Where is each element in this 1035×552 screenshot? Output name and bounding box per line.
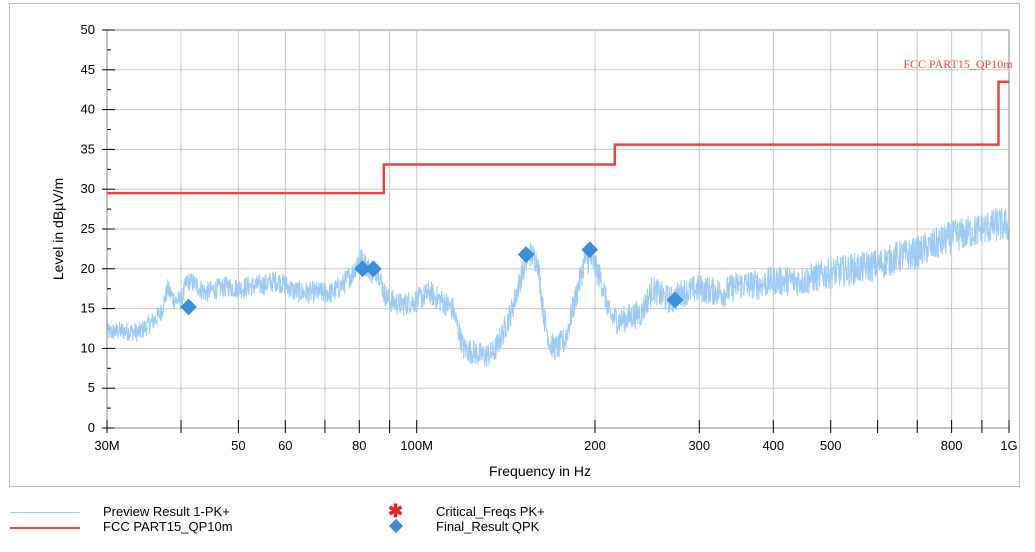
y-tick-label: 25 xyxy=(81,221,95,236)
y-tick-label: 40 xyxy=(81,102,95,117)
x-tick-label: 100M xyxy=(400,438,433,453)
emi-chart: 0 5 10 15 20 25 30 35 40 45 50 30M 50 60 80 100M 200 300 4… xyxy=(50,22,1018,479)
x-tick-label: 60 xyxy=(278,438,292,453)
critical-star-icon: ✱ xyxy=(388,501,404,521)
y-tick-label: 5 xyxy=(88,380,95,395)
series-limit-line xyxy=(107,80,1009,195)
legend-label-preview: Preview Result 1-PK+ xyxy=(103,504,230,519)
legend-label-final: Final_Result QPK xyxy=(436,519,540,534)
series-preview-result xyxy=(107,206,1009,367)
y-tick-label: 30 xyxy=(81,181,95,196)
legend-item-preview: Preview Result 1-PK+ xyxy=(0,504,300,520)
legend-label-critical: Critical_Freqs PK+ xyxy=(436,504,545,519)
final-result-marker xyxy=(517,246,535,263)
final-result-marker xyxy=(180,298,197,316)
final-result-marker xyxy=(581,241,599,259)
x-tick-label: 300 xyxy=(688,438,710,453)
x-tick-label: 30M xyxy=(94,438,119,453)
legend-item-critical: ✱ Critical_Freqs PK+ xyxy=(360,501,660,521)
limit-line-label: FCC PART15_QP10m xyxy=(903,57,1013,71)
x-tick-label: 800 xyxy=(941,438,963,453)
diamond-marker-icon xyxy=(388,518,404,534)
final-result-marker xyxy=(666,291,684,309)
y-tick-label: 0 xyxy=(88,420,95,435)
x-axis-title: Frequency in Hz xyxy=(489,463,591,479)
final-result-marker xyxy=(365,260,382,278)
chart-frame xyxy=(9,3,1020,487)
x-tick-label: 1G xyxy=(1000,438,1017,453)
x-tick-label: 50 xyxy=(231,438,245,453)
legend: Preview Result 1-PK+ FCC PART15_QP10m ✱ … xyxy=(0,501,1035,552)
x-tick-label: 80 xyxy=(352,438,366,453)
y-tick-label: 20 xyxy=(81,261,95,276)
legend-label-limit: FCC PART15_QP10m xyxy=(103,519,233,534)
y-tick-label: 35 xyxy=(81,141,95,156)
y-tick-label: 45 xyxy=(81,62,95,77)
legend-item-final: Final_Result QPK xyxy=(360,518,660,535)
x-tick-label: 200 xyxy=(584,438,606,453)
x-tick-label: 400 xyxy=(762,438,784,453)
legend-line-preview xyxy=(10,512,80,513)
y-tick-label: 50 xyxy=(81,22,95,37)
legend-line-limit xyxy=(10,527,80,529)
y-axis-title: Level in dBµV/m xyxy=(50,178,66,280)
y-tick-label: 10 xyxy=(81,340,95,355)
y-tick-label: 15 xyxy=(81,301,95,316)
x-tick-label: 500 xyxy=(820,438,842,453)
legend-item-limit: FCC PART15_QP10m xyxy=(0,519,300,535)
